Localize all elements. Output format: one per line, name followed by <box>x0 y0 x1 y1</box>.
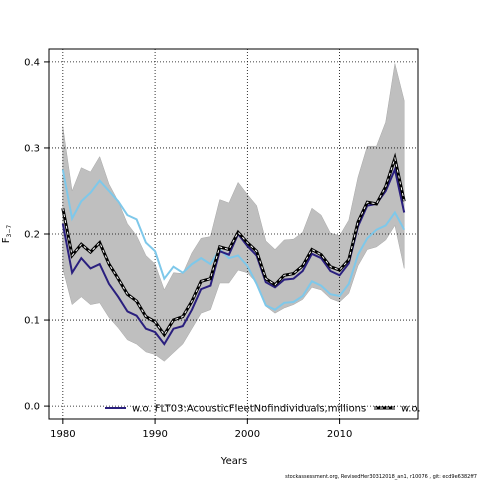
series-line-2 <box>61 169 406 311</box>
y-tick-label: 0.1 <box>24 316 40 327</box>
y-tick-label: 0.4 <box>24 57 40 68</box>
x-axis-title: Years <box>220 456 247 467</box>
series-line-0-dash <box>62 156 405 336</box>
legend-label-1: w.o. <box>401 404 421 415</box>
legend-label-0: w.o. FLT03:AcousticFleetNofindividuals,m… <box>132 404 366 415</box>
footer-text: stockassessment.org, RevisedHer30312018_… <box>285 474 477 480</box>
y-axis-title-subscript: 3−7 <box>6 225 13 238</box>
y-tick-label: 0.3 <box>24 143 40 154</box>
x-tick-label: 2000 <box>235 429 260 440</box>
x-tick-label: 1990 <box>142 429 167 440</box>
series-line-1 <box>61 166 406 346</box>
y-tick-label: 0.2 <box>24 230 40 241</box>
y-tick-label: 0.0 <box>24 402 40 413</box>
x-tick-label: 2010 <box>327 429 352 440</box>
x-tick-label: 1980 <box>50 429 75 440</box>
confidence-band <box>62 63 405 362</box>
y-axis-title: F3−7 <box>1 225 13 244</box>
